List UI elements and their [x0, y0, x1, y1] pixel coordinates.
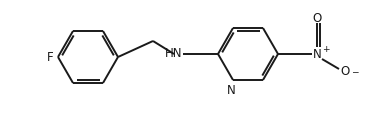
Text: +: + — [322, 45, 330, 54]
Text: O: O — [312, 11, 322, 24]
Text: O: O — [340, 65, 350, 78]
Text: N: N — [227, 83, 235, 96]
Text: −: − — [351, 67, 358, 76]
Text: F: F — [47, 51, 54, 64]
Text: HN: HN — [165, 47, 183, 60]
Text: N: N — [313, 48, 321, 61]
